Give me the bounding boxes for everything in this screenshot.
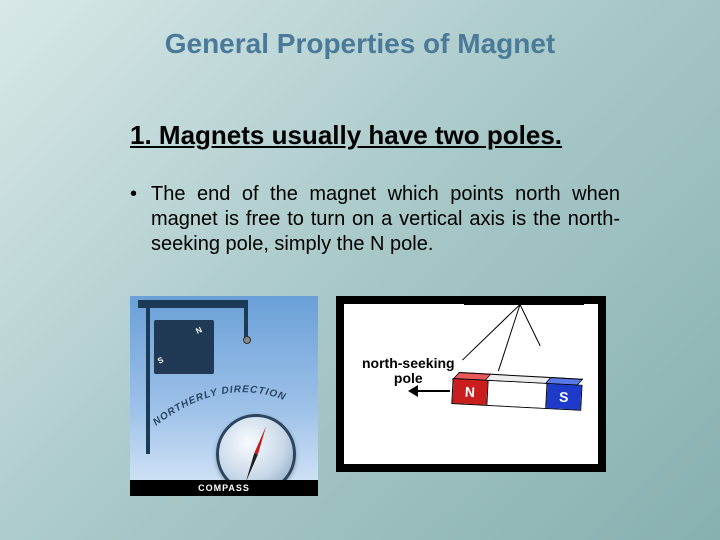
suspension-line xyxy=(520,304,541,346)
body-text: The end of the magnet which points north… xyxy=(151,182,620,257)
tag-s-label: S xyxy=(156,355,165,365)
bullet-item: • The end of the magnet which points nor… xyxy=(130,182,620,257)
magnet-south-pole: S xyxy=(546,384,581,410)
label-line2: pole xyxy=(394,370,423,386)
north-seeking-label: north-seeking pole xyxy=(362,356,455,387)
suspension-line xyxy=(462,304,520,360)
arrow-icon xyxy=(416,390,450,392)
ceiling-line xyxy=(464,304,584,305)
compass-figure: S N NORTHERLY DIRECTION COMPASS xyxy=(130,296,318,496)
label-line1: north-seeking xyxy=(362,355,455,371)
tag-n-label: N xyxy=(194,325,203,336)
bar-magnet-canvas: north-seeking pole N S xyxy=(344,304,598,464)
direction-tag: S N xyxy=(154,320,214,374)
bar-magnet-figure: north-seeking pole N S xyxy=(336,296,606,472)
section-heading: 1. Magnets usually have two poles. xyxy=(130,120,620,151)
magnet-mid xyxy=(486,381,547,408)
signpost-knob xyxy=(243,336,251,344)
signpost-right xyxy=(244,300,248,340)
bar-magnet: N S xyxy=(451,378,582,411)
slide-title: General Properties of Magnet xyxy=(0,28,720,60)
bullet-marker: • xyxy=(130,182,137,206)
compass-caption: COMPASS xyxy=(130,480,318,496)
magnet-north-pole: N xyxy=(452,379,487,405)
figures-row: S N NORTHERLY DIRECTION COMPASS north-se… xyxy=(130,296,606,496)
signpost-top xyxy=(138,300,248,308)
